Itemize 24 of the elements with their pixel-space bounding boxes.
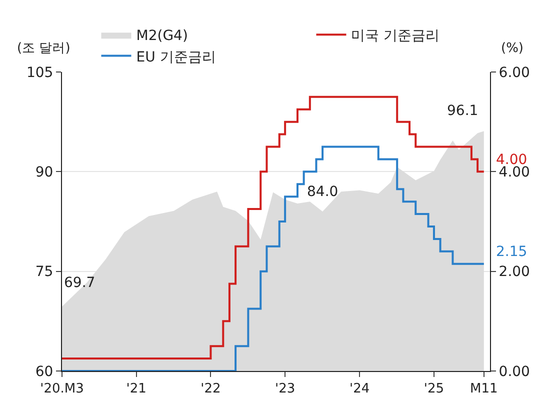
y-axis-title: (조 달러) bbox=[17, 41, 70, 56]
y-tick-label: 60 bbox=[35, 364, 54, 380]
y2-tick-label: 0.00 bbox=[498, 364, 530, 380]
y-tick-label: 75 bbox=[35, 264, 54, 280]
x-tick-label: M11 bbox=[470, 382, 498, 397]
x-tick-label: '24 bbox=[350, 382, 370, 397]
data-label: 69.7 bbox=[64, 275, 96, 291]
y-tick-label: 90 bbox=[35, 164, 54, 181]
x-tick-label: '22 bbox=[200, 382, 221, 397]
data-label: 96.1 bbox=[447, 103, 478, 119]
y2-tick-label: 2.00 bbox=[498, 264, 530, 280]
legend-label: 미국 기준금리 bbox=[351, 28, 440, 44]
y2-tick-label: 4.00 bbox=[498, 164, 530, 181]
x-tick-label: '25 bbox=[424, 382, 444, 397]
data-label: 2.15 bbox=[496, 244, 528, 260]
legend-label: EU 기준금리 bbox=[136, 49, 216, 66]
x-tick-label: '20.M3 bbox=[40, 382, 84, 397]
y-tick-label: 105 bbox=[26, 64, 54, 81]
data-label: 84.0 bbox=[307, 184, 338, 200]
x-tick-label: '23 bbox=[275, 382, 296, 397]
y2-tick-label: 6.00 bbox=[498, 64, 530, 81]
x-tick-label: '21 bbox=[126, 382, 146, 397]
legend-label: M2(G4) bbox=[136, 28, 188, 44]
y2-axis-title: (%) bbox=[501, 41, 524, 56]
